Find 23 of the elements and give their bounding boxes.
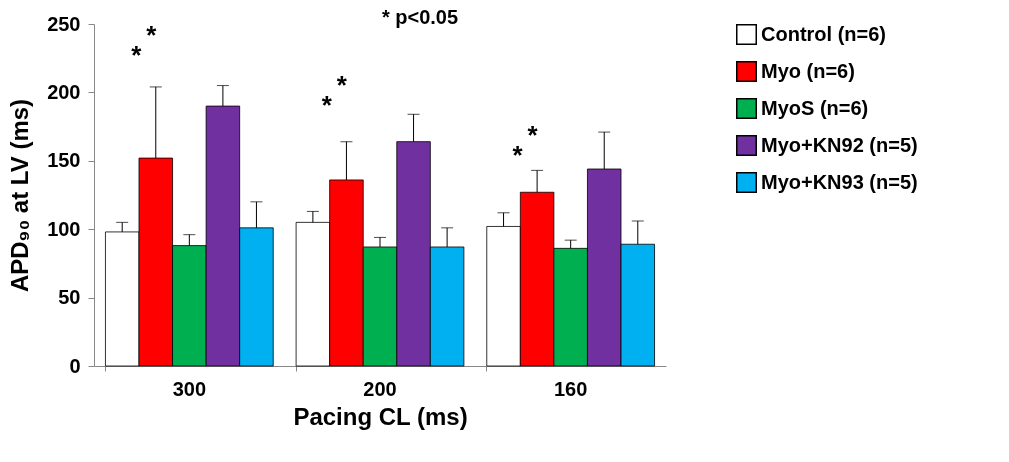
y-axis-title: APD₉₀ at LV (ms) [6,98,34,293]
y-tick-label: 0 [69,354,81,377]
x-axis-title: Pacing CL (ms) [293,402,468,430]
y-tick-label: 250 [47,12,81,35]
y-tick-label: 150 [47,149,81,172]
x-tick-label: 200 [363,377,397,400]
x-tick-label: 160 [553,377,588,400]
y-tick-label: 200 [47,80,81,103]
annotation: * [336,70,348,100]
legend-label: Myo+KN92 (n=5) [761,133,918,156]
x-tick-label: 300 [172,377,207,400]
annotation: * [146,20,158,50]
annotation: * p<0.05 [381,6,459,28]
legend-label: Myo+KN93 (n=5) [761,170,918,193]
legend-label: Control (n=6) [761,22,886,45]
legend-label: Myo (n=6) [761,59,855,82]
annotation: * [321,90,333,120]
y-tick-label: 100 [47,217,81,240]
annotation: * [131,40,143,70]
annotation: * [527,120,539,150]
annotation: * [512,140,524,170]
y-tick-label: 50 [58,286,81,309]
legend-label: MyoS (n=6) [761,96,869,119]
